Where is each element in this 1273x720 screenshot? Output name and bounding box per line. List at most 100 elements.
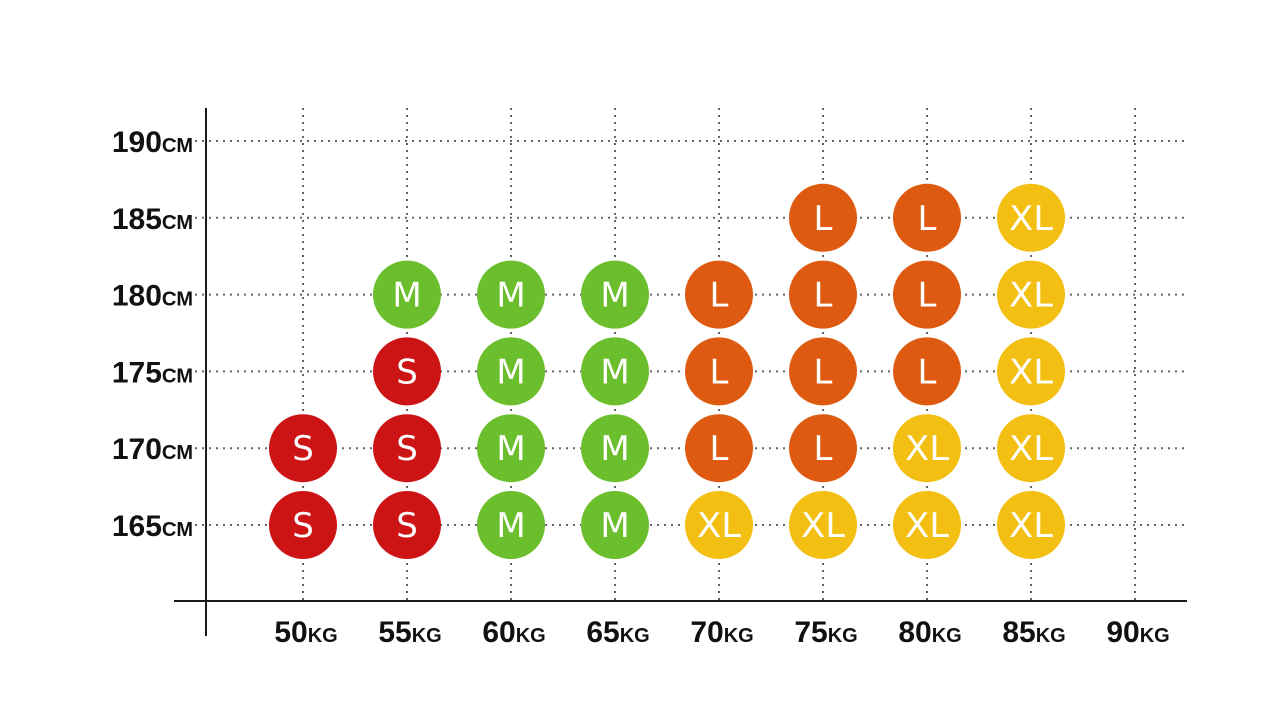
size-marker-circle [477, 260, 545, 329]
y-tick-label-180: 180CM [112, 280, 193, 313]
size-marker-circle [997, 414, 1065, 483]
size-marker-circle [893, 414, 961, 483]
size-marker-70kg-165cm: XL [685, 491, 753, 559]
size-marker-circle [997, 260, 1065, 329]
size-marker-75kg-185cm: L [789, 183, 857, 252]
size-marker-circle [685, 337, 753, 406]
x-tick-label-70: 70KG [690, 616, 753, 649]
size-marker-label: M [600, 352, 629, 392]
size-marker-label: S [396, 429, 418, 469]
size-marker-label: XL [905, 429, 949, 469]
size-marker-75kg-170cm: L [789, 414, 857, 483]
size-marker-circle [477, 337, 545, 406]
y-tick-label-170: 170CM [112, 433, 193, 466]
size-marker-circle [997, 491, 1065, 559]
size-marker-label: XL [801, 506, 845, 546]
size-marker-label: M [600, 429, 629, 469]
size-marker-80kg-185cm: L [893, 183, 961, 252]
size-marker-85kg-170cm: XL [997, 414, 1065, 483]
size-marker-label: L [918, 352, 937, 392]
size-marker-60kg-175cm: M [477, 337, 545, 406]
size-marker-circle [373, 337, 441, 406]
size-marker-75kg-180cm: L [789, 260, 857, 329]
x-tick-label-80: 80KG [898, 616, 961, 649]
size-marker-55kg-175cm: S [373, 337, 441, 406]
size-marker-85kg-175cm: XL [997, 337, 1065, 406]
size-marker-circle [893, 491, 961, 559]
size-marker-label: L [814, 276, 833, 316]
size-marker-70kg-170cm: L [685, 414, 753, 483]
size-marker-label: L [918, 276, 937, 316]
x-tick-label-60: 60KG [482, 616, 545, 649]
size-marker-label: L [710, 276, 729, 316]
size-marker-85kg-185cm: XL [997, 183, 1065, 252]
size-marker-55kg-165cm: S [373, 491, 441, 559]
size-marker-65kg-175cm: M [581, 337, 649, 406]
size-marker-circle [581, 491, 649, 559]
size-marker-label: M [600, 276, 629, 316]
size-marker-80kg-170cm: XL [893, 414, 961, 483]
size-marker-circle [269, 491, 337, 559]
size-marker-label: S [396, 352, 418, 392]
size-marker-circle [893, 260, 961, 329]
size-marker-label: L [814, 429, 833, 469]
size-marker-circle [789, 183, 857, 252]
size-marker-label: M [496, 352, 525, 392]
size-marker-60kg-165cm: M [477, 491, 545, 559]
x-tick-label-65: 65KG [586, 616, 649, 649]
size-marker-circle [477, 414, 545, 483]
size-marker-circle [373, 260, 441, 329]
size-marker-label: XL [1009, 506, 1053, 546]
size-marker-circle [997, 183, 1065, 252]
x-tick-label-90: 90KG [1106, 616, 1169, 649]
y-tick-label-185: 185CM [112, 203, 193, 236]
size-marker-label: XL [697, 506, 741, 546]
size-marker-circle [373, 414, 441, 483]
size-marker-75kg-175cm: L [789, 337, 857, 406]
axes [174, 108, 1187, 636]
size-marker-70kg-175cm: L [685, 337, 753, 406]
size-marker-label: S [292, 429, 314, 469]
size-marker-circle [581, 414, 649, 483]
size-marker-50kg-170cm: S [269, 414, 337, 483]
size-marker-label: L [814, 199, 833, 239]
size-marker-60kg-170cm: M [477, 414, 545, 483]
size-marker-label: M [496, 506, 525, 546]
size-marker-label: S [396, 506, 418, 546]
size-marker-label: XL [1009, 276, 1053, 316]
size-marker-circle [893, 337, 961, 406]
size-marker-label: L [814, 352, 833, 392]
size-marker-70kg-180cm: L [685, 260, 753, 329]
size-marker-label: M [496, 429, 525, 469]
size-marker-circle [373, 491, 441, 559]
size-marker-80kg-180cm: L [893, 260, 961, 329]
x-tick-label-85: 85KG [1002, 616, 1065, 649]
size-marker-label: L [710, 429, 729, 469]
size-marker-circle [789, 414, 857, 483]
size-marker-label: L [710, 352, 729, 392]
size-marker-65kg-180cm: M [581, 260, 649, 329]
size-marker-circle [581, 337, 649, 406]
x-tick-label-75: 75KG [794, 616, 857, 649]
size-marker-75kg-165cm: XL [789, 491, 857, 559]
size-marker-85kg-165cm: XL [997, 491, 1065, 559]
size-marker-circle [685, 491, 753, 559]
size-marker-circle [581, 260, 649, 329]
size-marker-65kg-170cm: M [581, 414, 649, 483]
x-tick-labels: 50KG 55KG 60KG 65KG 70KG 75KG 80KG 85KG 90KG [274, 616, 1169, 649]
size-marker-label: M [392, 276, 421, 316]
size-marker-label: XL [1009, 429, 1053, 469]
size-marker-circle [997, 337, 1065, 406]
size-marker-circle [789, 491, 857, 559]
size-marker-label: S [292, 506, 314, 546]
y-tick-label-190: 190CM [112, 126, 193, 159]
size-marker-55kg-180cm: M [373, 260, 441, 329]
size-marker-circle [269, 414, 337, 483]
size-marker-label: XL [1009, 352, 1053, 392]
size-marker-label: M [496, 276, 525, 316]
size-marker-circle [893, 183, 961, 252]
size-marker-circle [477, 491, 545, 559]
y-tick-label-175: 175CM [112, 356, 193, 389]
size-marker-85kg-180cm: XL [997, 260, 1065, 329]
